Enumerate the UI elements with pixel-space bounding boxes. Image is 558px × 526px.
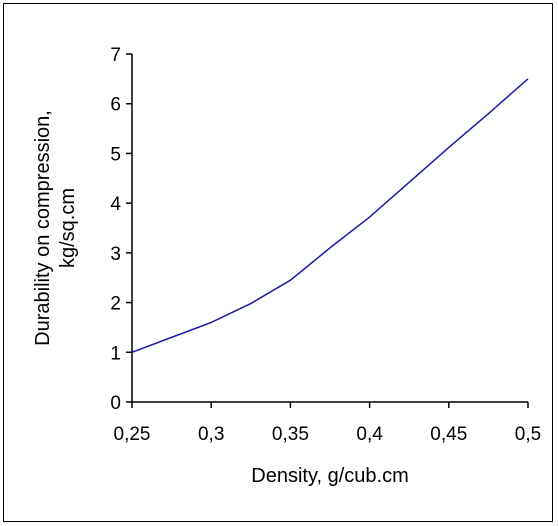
y-tick-label: 2 — [110, 294, 121, 315]
x-tick-label: 0,45 — [430, 424, 467, 445]
y-tick-label: 5 — [110, 144, 121, 165]
x-tick-label: 0,3 — [198, 424, 224, 445]
x-axis-title: Density, g/cub.cm — [251, 465, 408, 487]
y-tick-label: 3 — [110, 244, 121, 265]
y-tick-label: 0 — [110, 393, 121, 414]
y-axis-title-line-2: kg/sq.cm — [57, 188, 79, 268]
x-axis-ticks: 0,25 0,3 0,35 0,4 0,45 0,5 — [114, 402, 541, 445]
line-chart: 0 1 2 3 4 5 6 7 0,25 0,3 0,35 0,4 0,45 0,5 Density, … — [32, 45, 541, 487]
y-axis-title-line-1: Durability on compression, — [32, 110, 54, 346]
y-tick-label: 6 — [110, 95, 121, 116]
chart-frame: 0 1 2 3 4 5 6 7 0,25 0,3 0,35 0,4 0,45 0,5 Density, … — [3, 3, 553, 522]
series-line — [131, 78, 529, 353]
x-tick-label: 0,35 — [272, 424, 309, 445]
x-tick-label: 0,25 — [114, 424, 151, 445]
x-tick-label: 0,4 — [356, 424, 383, 445]
y-axis-ticks: 0 1 2 3 4 5 6 7 — [110, 45, 132, 414]
y-tick-label: 1 — [110, 343, 121, 364]
y-tick-label: 7 — [110, 45, 121, 66]
y-tick-label: 4 — [110, 194, 121, 215]
x-tick-label: 0,5 — [515, 424, 541, 445]
